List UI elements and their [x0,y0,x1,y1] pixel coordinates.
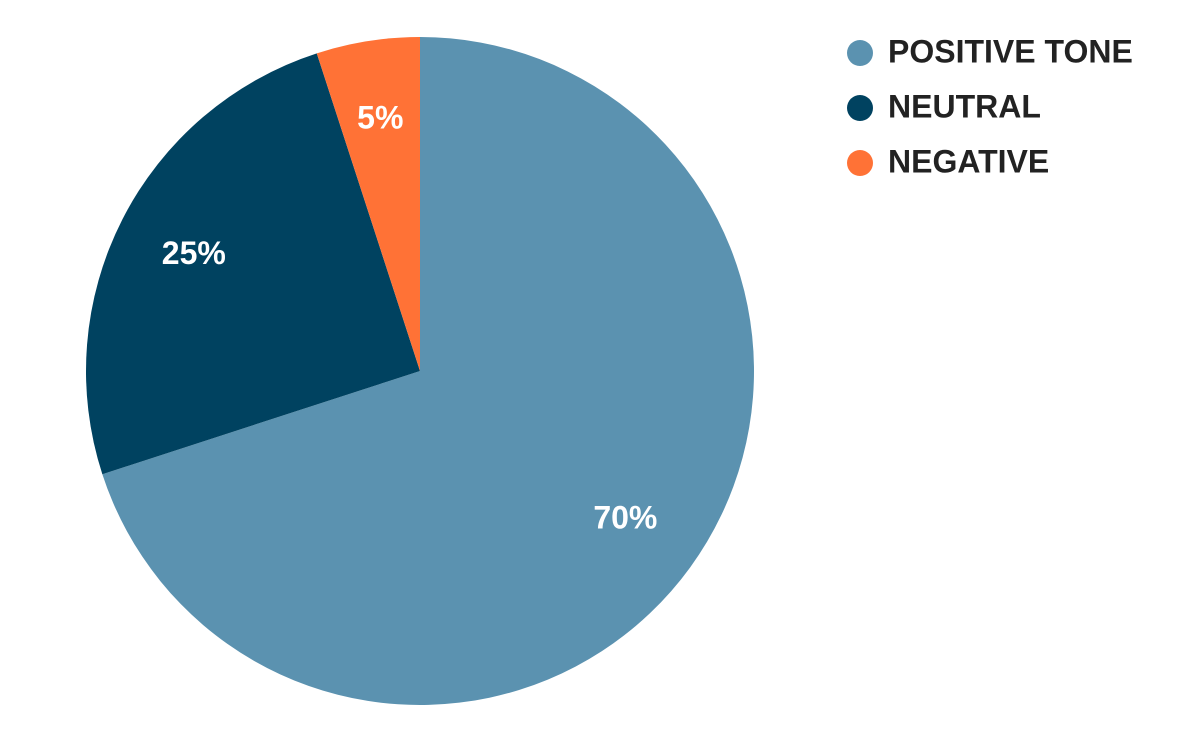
legend-marker [847,40,873,66]
legend-marker [847,150,873,176]
value-label: 70% [593,500,657,536]
legend-label: NEUTRAL [888,88,1041,124]
pie-slice [316,37,420,371]
legend-label: POSITIVE TONE [888,33,1133,69]
legend-marker [847,95,873,121]
value-label: 25% [162,235,226,271]
pie-slice [86,53,420,475]
legend-label: NEGATIVE [888,143,1049,179]
pie-slice [102,37,755,705]
value-label: 5% [357,100,403,136]
